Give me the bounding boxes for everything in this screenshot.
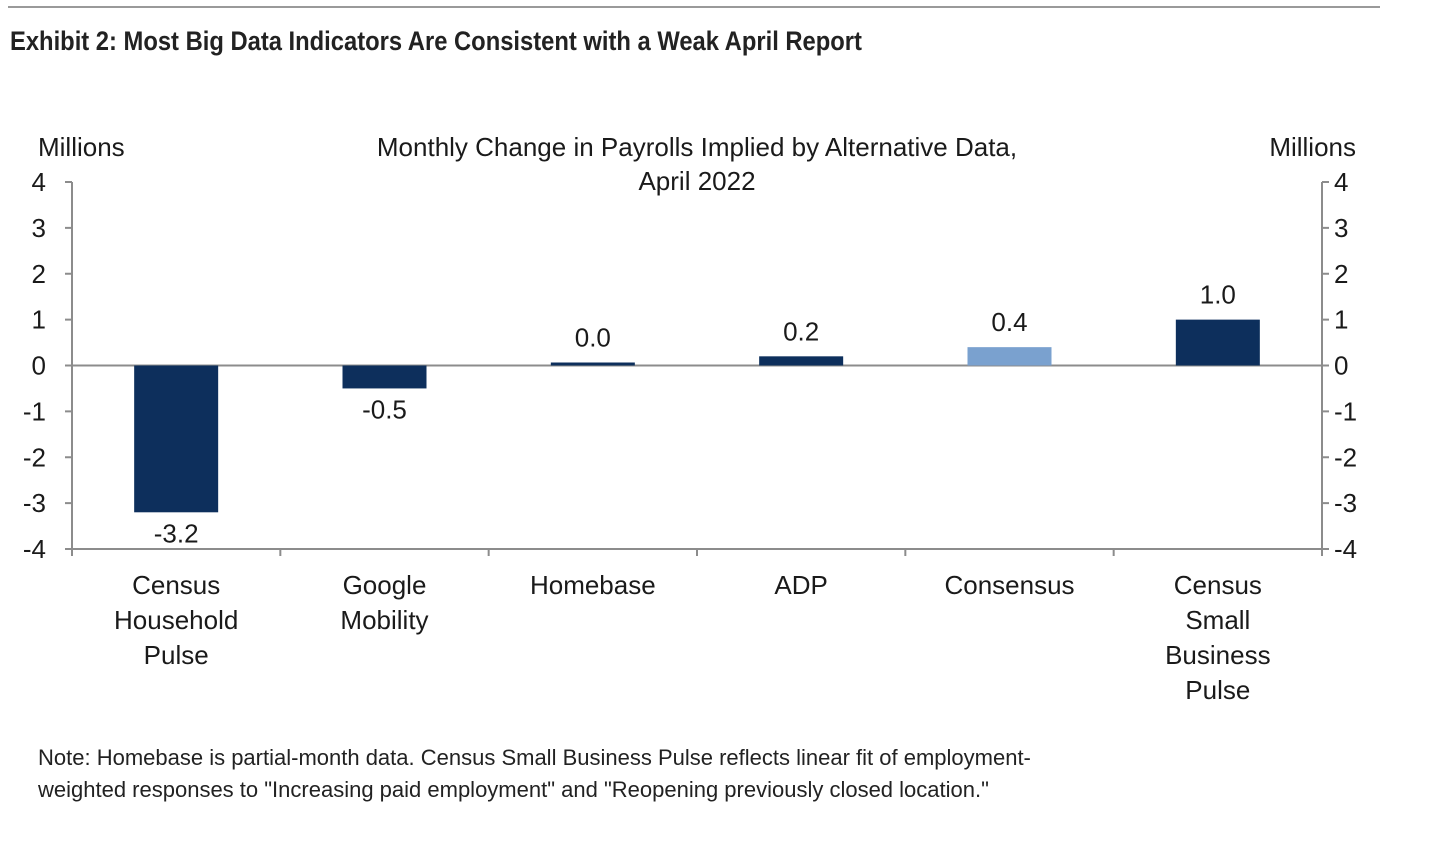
exhibit-title: Exhibit 2: Most Big Data Indicators Are … — [10, 26, 862, 56]
category-label: Business — [1165, 640, 1271, 670]
category-label: Mobility — [340, 605, 428, 635]
chart-title-line: Monthly Change in Payrolls Implied by Al… — [377, 132, 1017, 162]
category-label: Small — [1185, 605, 1250, 635]
data-label: 0.4 — [991, 307, 1027, 337]
y-tick-label-left: 1 — [32, 305, 46, 335]
category-label: Household — [114, 605, 238, 635]
y-tick-label-right: 4 — [1334, 167, 1348, 197]
y-tick-label-left: 3 — [32, 213, 46, 243]
y-tick-label-left: -4 — [23, 534, 46, 564]
data-label: -3.2 — [154, 518, 199, 548]
bar-chart: Millions Millions Monthly Change in Payrol… — [23, 132, 1357, 705]
y-tick-label-right: -3 — [1334, 488, 1357, 518]
category-label: ADP — [774, 570, 827, 600]
top-rule — [8, 6, 1380, 8]
y-tick-label-left: -1 — [23, 396, 46, 426]
data-label: 0.0 — [575, 323, 611, 353]
y-tick-label-left: 0 — [32, 351, 46, 381]
bar — [967, 347, 1052, 366]
y-tick-label-right: -4 — [1334, 534, 1357, 564]
category-label: Pulse — [1185, 675, 1250, 705]
footnote-line-1: Note: Homebase is partial-month data. Ce… — [38, 745, 1031, 770]
category-label: Census — [132, 570, 220, 600]
category-label: Consensus — [944, 570, 1074, 600]
y-tick-label-left: 2 — [32, 259, 46, 289]
data-label: 0.2 — [783, 316, 819, 346]
bar — [134, 365, 219, 513]
category-label: Google — [343, 570, 427, 600]
category-label: Homebase — [530, 570, 656, 600]
y-tick-label-right: 1 — [1334, 305, 1348, 335]
y-axis-label-right: Millions — [1269, 132, 1356, 162]
y-axis-label-left: Millions — [38, 132, 125, 162]
y-tick-label-left: -3 — [23, 488, 46, 518]
chart-title-line: April 2022 — [638, 166, 755, 196]
footnote-line-2: weighted responses to "Increasing paid e… — [38, 777, 989, 802]
category-label: Census — [1174, 570, 1262, 600]
bar — [342, 365, 427, 389]
data-label: -0.5 — [362, 394, 407, 424]
bar — [1175, 319, 1260, 366]
footnote: Note: Homebase is partial-month data. Ce… — [38, 742, 1338, 806]
y-tick-label-right: 2 — [1334, 259, 1348, 289]
data-label: 1.0 — [1200, 280, 1236, 310]
y-tick-label-right: -1 — [1334, 396, 1357, 426]
bar — [550, 362, 635, 366]
y-tick-label-left: 4 — [32, 167, 46, 197]
y-tick-label-right: 0 — [1334, 351, 1348, 381]
category-label: Pulse — [144, 640, 209, 670]
y-tick-label-right: 3 — [1334, 213, 1348, 243]
y-tick-label-right: -2 — [1334, 442, 1357, 472]
bar — [759, 356, 844, 366]
y-tick-label-left: -2 — [23, 442, 46, 472]
